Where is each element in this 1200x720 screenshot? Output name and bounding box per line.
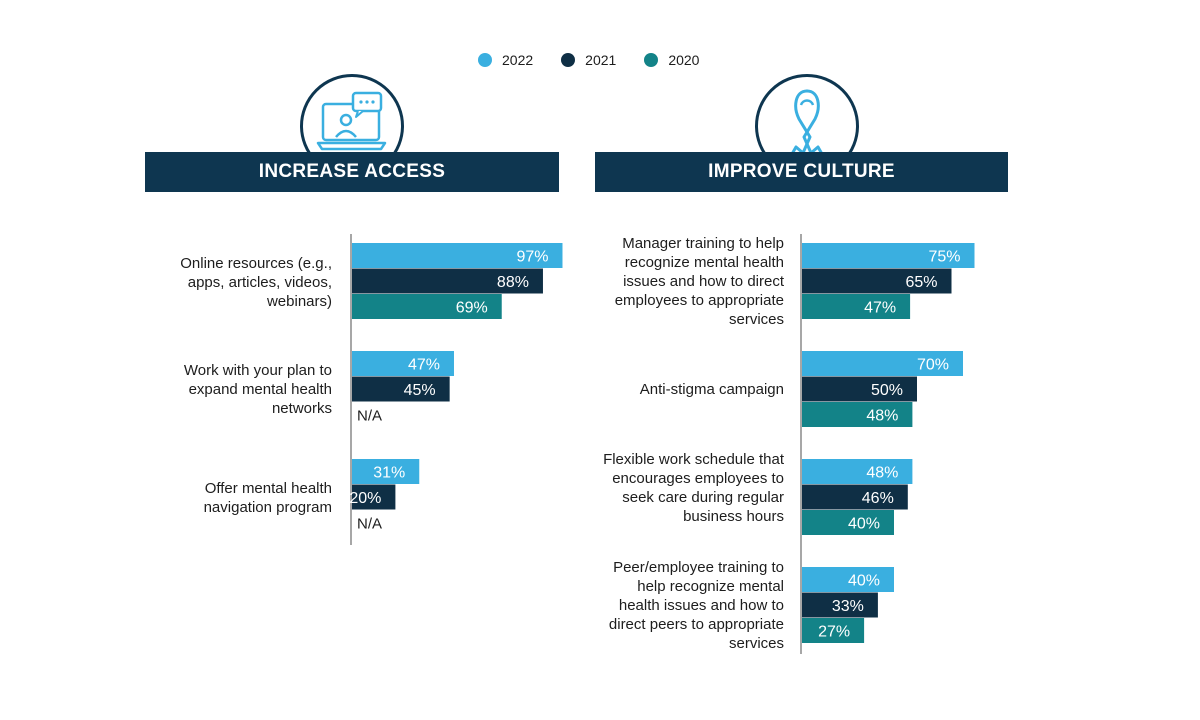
bar-value-label: 46%	[862, 490, 894, 507]
bar-2022	[802, 459, 913, 484]
bar-value-label: 70%	[917, 357, 949, 374]
laptop-chat-icon	[316, 91, 387, 151]
bar-value-label: 48%	[866, 408, 898, 425]
category-label-expand-networks: Work with your plan to expand mental hea…	[183, 362, 332, 417]
bar-value-label: 88%	[497, 274, 529, 291]
awareness-ribbon-icon	[786, 89, 828, 163]
bar-value-label: 50%	[871, 382, 903, 399]
bar-value-label: 48%	[866, 465, 898, 482]
bar-value-label: 69%	[456, 300, 488, 317]
bar-2022	[352, 459, 420, 484]
bar-2021	[352, 268, 543, 294]
category-label-online-resources: Online resources (e.g., apps, articles, …	[180, 255, 332, 310]
bar-2022	[802, 243, 975, 268]
legend-swatch-2021	[561, 53, 576, 67]
bar-value-label: 45%	[404, 382, 436, 399]
bar-2022	[352, 243, 563, 268]
increase-access-header: INCREASE ACCESS	[145, 152, 559, 192]
bar-2020	[802, 402, 913, 427]
category-label-flexible-schedule: Flexible work schedule that encourages e…	[603, 451, 784, 525]
bar-value-label: 27%	[818, 624, 850, 641]
bar-value-label: 47%	[864, 300, 896, 317]
increase-access-chart: 97% 88% 69% 47% 45% N/A 31% 20% N/A	[349, 234, 563, 545]
bar-2022	[802, 567, 894, 592]
legend-label-2020: 2020	[668, 52, 700, 68]
bar-value-label: 40%	[848, 573, 880, 590]
bar-label-na: N/A	[357, 408, 382, 425]
bar-2020	[802, 618, 865, 643]
bar-2020	[802, 510, 894, 535]
bar-2022	[352, 351, 454, 376]
category-label-manager-training: Manager training to help recognize menta…	[614, 235, 784, 328]
bar-2020	[802, 294, 911, 319]
bar-2021	[352, 376, 450, 402]
bar-value-label: 47%	[408, 357, 440, 374]
category-label-navigation-program: Offer mental health navigation program	[203, 480, 332, 516]
improve-culture-header: IMPROVE CULTURE	[595, 152, 1008, 192]
legend-label-2021: 2021	[585, 52, 617, 68]
category-label-anti-stigma: Anti-stigma campaign	[639, 381, 784, 398]
legend-swatch-2020	[644, 53, 659, 67]
bar-value-label: 75%	[928, 249, 960, 266]
legend-item-2021: 2021	[561, 52, 616, 68]
bar-label-na: N/A	[357, 516, 382, 533]
bar-value-label: 40%	[848, 516, 880, 533]
improve-culture-chart: 75% 65% 47% 70% 50% 48% 48% 46% 40% 40% 33% 27%	[800, 234, 975, 654]
chart-legend: 2022 2021 2020	[478, 52, 699, 68]
legend-item-2022: 2022	[478, 52, 533, 68]
bar-value-label: 20%	[349, 490, 381, 507]
bar-2021	[802, 376, 917, 402]
bar-2021	[802, 484, 908, 510]
bar-2021	[802, 268, 952, 294]
category-label-peer-training: Peer/employee training to help recognize…	[608, 559, 784, 652]
legend-swatch-2022	[478, 53, 492, 67]
bar-value-label: 33%	[832, 598, 864, 615]
bar-2020	[352, 294, 502, 319]
bar-value-label: 31%	[373, 465, 405, 482]
bar-2021	[802, 592, 878, 618]
bar-value-label: 97%	[516, 249, 548, 266]
legend-item-2020: 2020	[644, 52, 699, 68]
bar-value-label: 65%	[905, 274, 937, 291]
bar-2022	[802, 351, 963, 376]
bar-2021	[352, 484, 396, 510]
legend-label-2022: 2022	[502, 52, 534, 68]
